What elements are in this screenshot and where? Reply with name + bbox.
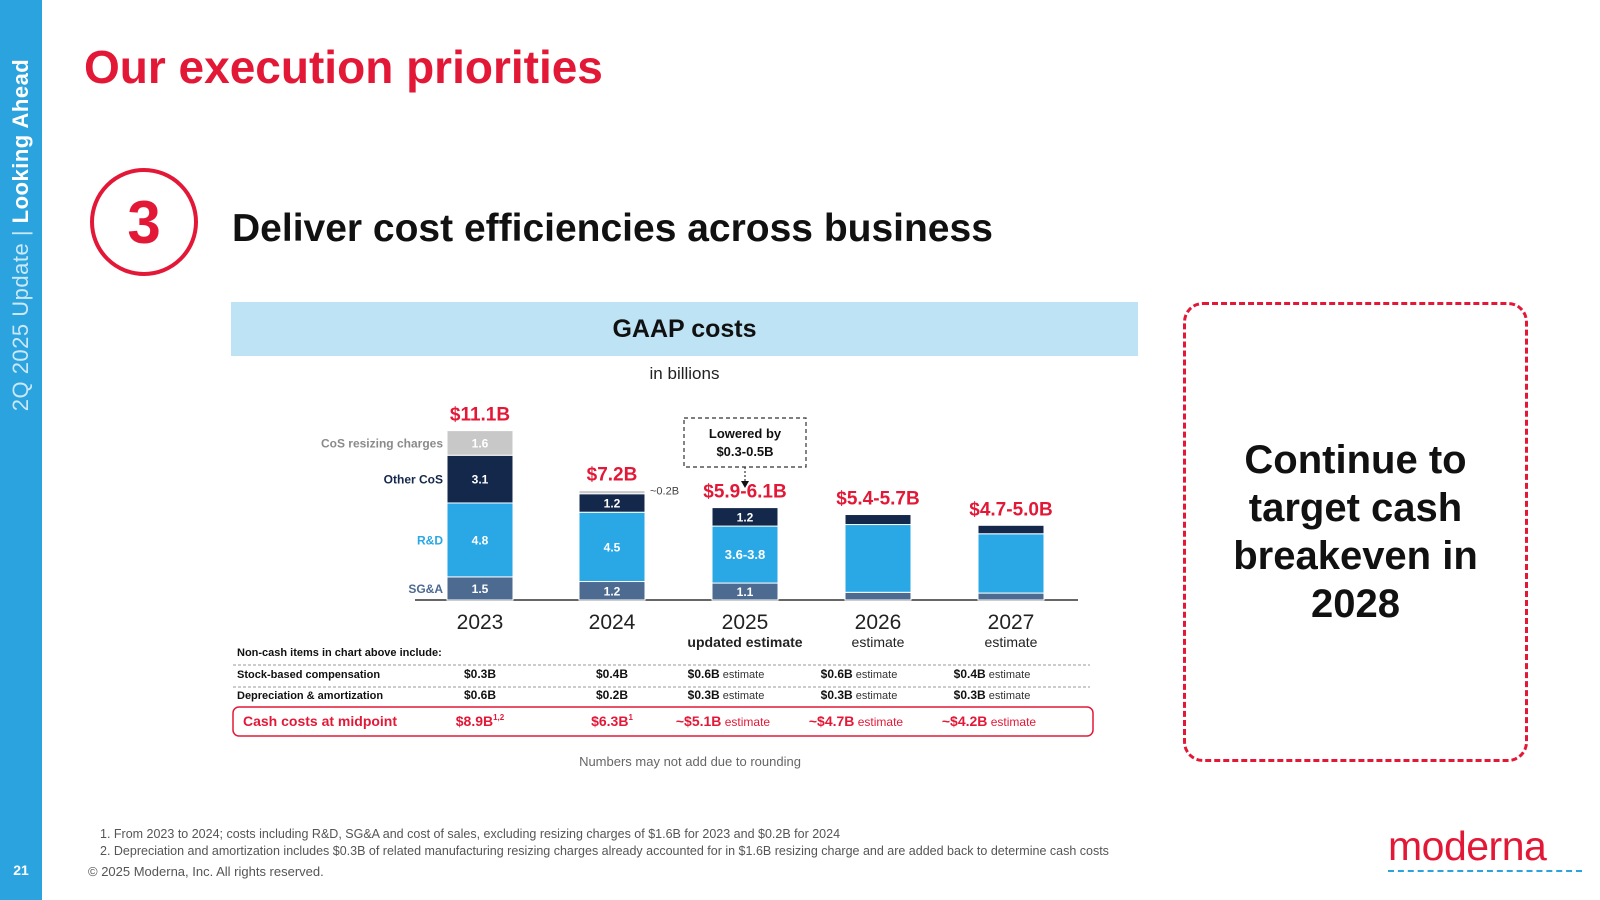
bar-other-cos-2025 [711,507,779,527]
bar-other-cos-2027 [977,524,1045,535]
noncash-row-label: Stock-based compensation [237,669,380,681]
bar-other-cos-2026 [844,514,912,526]
bar-other-cos-2023 [446,454,514,504]
chart-title-banner: GAAP costs [231,302,1138,356]
x-tick-label: 2025 [722,611,769,634]
noncash-cell: $0.3B [464,667,496,681]
cash-costs-cell: ~$4.2B estimate [942,713,1037,729]
bar-value-label: 1.2 [737,510,754,524]
noncash-cell: $0.2B [596,688,628,702]
bar-sg-a-2027 [977,592,1045,601]
noncash-cell: $0.3B estimate [954,688,1031,702]
cash-costs-cell: ~$4.7B estimate [809,713,904,729]
x-tick-sublabel: estimate [985,634,1038,650]
bar-value-label: 4.8 [472,533,489,547]
legend-label: Other CoS [384,473,443,487]
x-tick-label: 2027 [988,611,1035,634]
bar-total-label: $5.4-5.7B [836,489,919,510]
chart-subtitle: in billions [649,364,720,383]
noncash-header: Non-cash items in chart above include: [237,647,442,659]
x-tick-sublabel: estimate [852,634,905,650]
x-tick-label: 2024 [589,611,636,634]
bar-value-label: 1.6 [472,436,489,450]
noncash-cell: $0.4B estimate [954,667,1031,681]
cash-costs-cell: $6.3B1 [591,713,633,729]
bar-sg-a-2026 [844,591,912,601]
bar-r-d-2027 [977,533,1045,594]
bar-r-d-2024 [578,511,646,583]
footnote-1: 1. From 2023 to 2024; costs including R&… [100,827,841,841]
resizing-annotation-2024: ~0.2B [650,486,679,498]
page-number: 21 [13,862,29,878]
callout-text: Continue to target cash breakeven in 202… [1233,438,1478,626]
bar-value-label: 1.2 [604,584,621,598]
cash-breakeven-callout: Continue to target cash breakeven in 202… [1183,302,1528,762]
noncash-cell: $0.4B [596,667,628,681]
footnote-2: 2. Depreciation and amortization include… [100,844,1109,858]
noncash-cell: $0.6B estimate [821,667,898,681]
cash-costs-cell: ~$5.1B estimate [676,713,771,729]
bar-cos-resizing-charges-2024 [578,490,646,495]
bar-r-d-2023 [446,502,514,578]
bar-total-label: $4.7-5.0B [969,499,1052,520]
noncash-cell: $0.3B estimate [821,688,898,702]
cash-costs-label: Cash costs at midpoint [243,713,397,729]
bar-total-label: $11.1B [450,405,510,426]
bar-r-d-2026 [844,524,912,593]
lowered-by-callout-box [683,417,807,468]
lowered-by-line2: $0.3-0.5B [716,444,773,459]
page-title: Our execution priorities [84,41,603,93]
bar-r-d-2025 [711,525,779,584]
x-tick-label: 2026 [855,611,902,634]
x-tick-sublabel: updated estimate [687,634,802,650]
bar-cos-resizing-charges-2023 [446,430,514,456]
bar-value-label: 1.5 [472,582,489,596]
legend-label: CoS resizing charges [321,436,443,450]
priority-heading: Deliver cost efficiencies across busines… [232,207,993,250]
bar-total-label: $5.9-6.1B [703,482,786,503]
bar-value-label: 1.1 [737,585,754,599]
legend-label: R&D [417,533,443,547]
logo-dash-line [1388,870,1582,872]
priority-number-badge: 3 [90,168,198,276]
noncash-row-label: Depreciation & amortization [237,690,383,702]
noncash-cell: $0.3B estimate [688,688,765,702]
logo-wordmark: moderna [1388,823,1547,869]
footnotes: 1. From 2023 to 2024; costs including R&… [100,826,1109,860]
x-tick-label: 2023 [457,611,504,634]
legend-label: SG&A [408,582,443,596]
bar-value-label: 1.2 [604,496,621,510]
cash-costs-cell: $8.9B1,2 [456,713,505,729]
cash-costs-row-box [232,706,1094,737]
noncash-cell: $0.6B [464,688,496,702]
noncash-cell: $0.6B estimate [688,667,765,681]
bar-value-label: 3.1 [472,473,489,487]
sidebar: 2Q 2025 Update | Looking Ahead 21 [0,0,42,900]
bar-value-label: 4.5 [604,540,621,554]
rounding-note: Numbers may not add due to rounding [579,754,801,769]
lowered-by-arrow [741,481,749,488]
bar-total-label: $7.2B [587,465,638,486]
bar-value-label: 3.6-3.8 [725,547,765,562]
moderna-logo: moderna [1388,826,1588,872]
copyright: © 2025 Moderna, Inc. All rights reserved… [88,864,324,879]
lowered-by-line1: Lowered by [709,426,782,441]
